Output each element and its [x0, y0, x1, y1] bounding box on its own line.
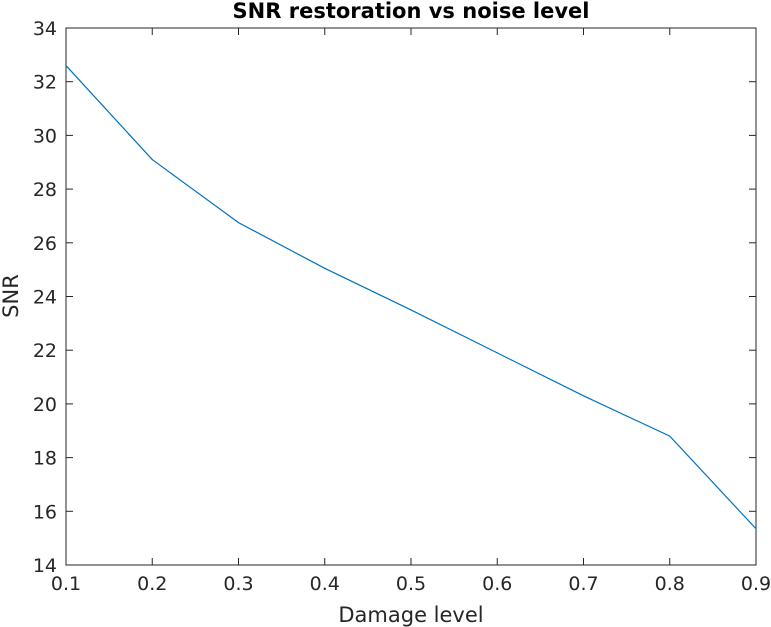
y-tick-label: 14 [33, 555, 57, 577]
y-axis-ticks: 14 16 18 20 22 24 26 28 30 32 34 [33, 18, 756, 577]
axes-box [65, 27, 757, 566]
y-tick-label: 28 [33, 179, 57, 201]
x-tick-label: 0.4 [310, 573, 340, 595]
y-tick-label: 16 [33, 501, 57, 523]
x-tick-label: 0.2 [137, 573, 167, 595]
x-axis-ticks: 0.1 0.2 0.3 0.4 0.5 0.6 0.7 0.8 0.9 [51, 28, 771, 595]
data-point [324, 267, 326, 269]
data-point [582, 395, 585, 397]
x-axis-label: Damage level [338, 603, 483, 627]
data-point [237, 222, 240, 224]
x-tick-label: 0.6 [482, 573, 512, 595]
x-tick-label: 0.7 [568, 573, 598, 595]
y-tick-label: 24 [33, 287, 57, 309]
data-point [410, 309, 412, 311]
chart-title: SNR restoration vs noise level [233, 0, 590, 23]
series-layer [65, 64, 757, 530]
y-tick-label: 26 [33, 233, 57, 255]
x-tick-label: 0.3 [223, 573, 253, 595]
y-tick-label: 34 [33, 18, 57, 40]
x-tick-label: 0.1 [51, 573, 81, 595]
data-point [669, 435, 671, 437]
data-point [151, 158, 153, 161]
x-tick-label: 0.9 [741, 573, 771, 595]
x-tick-label: 0.5 [396, 573, 426, 595]
plot-area [65, 27, 757, 566]
y-tick-label: 32 [33, 72, 57, 94]
y-tick-label: 20 [33, 394, 57, 416]
data-point [65, 64, 67, 67]
y-tick-label: 30 [33, 125, 57, 147]
y-tick-label: 22 [33, 340, 57, 362]
y-axis-label: SNR [0, 274, 23, 318]
x-tick-label: 0.8 [655, 573, 685, 595]
data-point [496, 352, 498, 354]
y-tick-label: 18 [33, 448, 57, 470]
data-point [755, 528, 757, 530]
